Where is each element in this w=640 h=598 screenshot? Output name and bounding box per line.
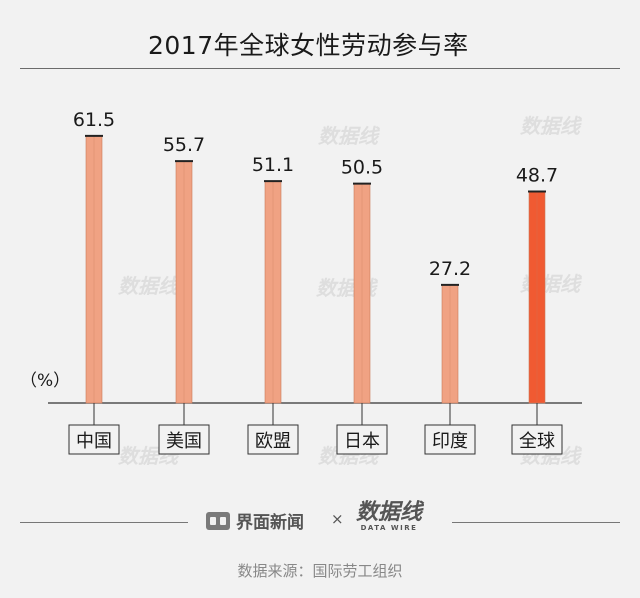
category-box: [424, 424, 476, 455]
footer-divider-right: [452, 522, 620, 523]
chart-title: 2017年全球女性劳动参与率: [148, 31, 469, 60]
datawire-name: 数据线: [356, 499, 423, 525]
datawire-logo: 数据线 DATA WIRE: [356, 500, 422, 532]
value-label: 55.7: [163, 134, 205, 156]
jiemian-brand: 界面新闻: [206, 508, 304, 533]
jiemian-logo-icon: [206, 511, 230, 530]
category-label: 全球: [519, 431, 555, 452]
value-label: 61.5: [73, 109, 115, 131]
bar-chart: 61.5 中国 55.7 美国 51.1 欧盟 50.5 日本 27.2 印度 48.7 全球: [48, 109, 582, 455]
value-label: 48.7: [516, 165, 558, 187]
value-label: 27.2: [429, 258, 471, 280]
category-label: 日本: [344, 431, 380, 452]
category-box: [511, 424, 563, 455]
times-symbol: ×: [331, 510, 344, 528]
category-label: 美国: [166, 431, 202, 452]
jiemian-name: 界面新闻: [236, 513, 304, 533]
unit-label: （%）: [20, 371, 71, 391]
value-label: 51.1: [252, 154, 294, 176]
datawire-en: DATA WIRE: [360, 524, 418, 532]
value-label: 50.5: [341, 157, 383, 179]
data-source: 数据来源：国际劳工组织: [237, 562, 403, 580]
watermark: 数据线: [318, 124, 378, 148]
watermark: 数据线: [118, 274, 178, 298]
title-divider: [20, 68, 620, 69]
category-box: [158, 424, 210, 455]
category-box: [247, 424, 299, 455]
category-label: 印度: [432, 431, 468, 452]
footer-divider-left: [20, 522, 188, 523]
category-label: 欧盟: [255, 431, 291, 452]
watermark: 数据线: [520, 114, 580, 138]
category-box: [336, 424, 388, 455]
category-label: 中国: [76, 431, 112, 452]
category-box: [68, 424, 120, 455]
